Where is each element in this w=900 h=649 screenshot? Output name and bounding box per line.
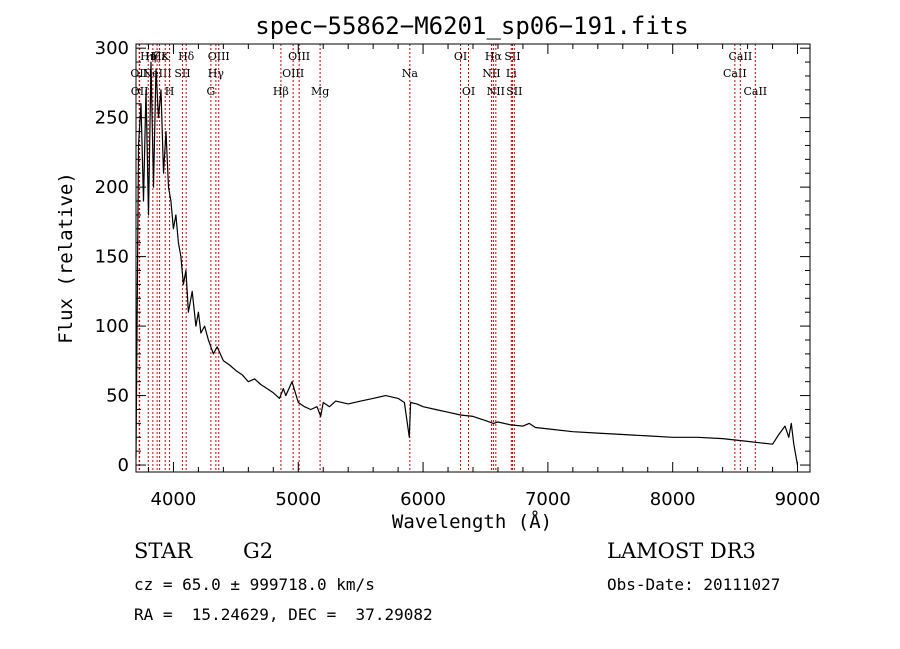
line-marker-label: OIII xyxy=(288,50,310,63)
x-tick-label: 5000 xyxy=(275,489,321,510)
emission-line-markers: OIIOIIHηHζNeIIIHεKHSIIHδGHγOIIIHβOIIIOII… xyxy=(130,44,767,472)
survey-name: LAMOST DR3 xyxy=(607,539,756,563)
y-axis-label: Flux (relative) xyxy=(55,172,77,344)
object-class: STAR xyxy=(134,539,193,563)
y-tick-label: 50 xyxy=(106,386,129,407)
x-tick-label: 7000 xyxy=(525,489,571,510)
y-tick-label: 100 xyxy=(95,316,129,337)
axis-ticks: 4000 5000 6000 7000 8000 9000 0 50 100 150 200 250 3… xyxy=(95,38,821,510)
spectrum-line xyxy=(135,61,799,466)
x-tick-label: 8000 xyxy=(650,489,696,510)
coordinates: RA = 15.24629, DEC = 37.29082 xyxy=(134,605,433,624)
y-tick-label: 200 xyxy=(95,177,129,198)
line-marker-label: NII xyxy=(482,67,500,80)
line-marker-label: Li xyxy=(506,67,517,80)
y-tick-label: 0 xyxy=(118,455,129,476)
line-marker-label: SII xyxy=(174,67,190,80)
line-marker-label: OI xyxy=(454,50,467,63)
line-marker-label: Hα xyxy=(485,50,503,63)
line-marker-label: OIII xyxy=(208,50,230,63)
object-subclass: G2 xyxy=(243,539,274,563)
y-tick-label: 250 xyxy=(95,108,129,129)
line-marker-label: CaII xyxy=(743,85,767,98)
line-marker-label: OII xyxy=(131,85,149,98)
line-marker-label: NeIII xyxy=(143,67,172,80)
y-tick-label: 150 xyxy=(95,247,129,268)
spectrum-series xyxy=(135,61,799,466)
line-marker-label: SII xyxy=(504,50,520,63)
y-tick-label: 300 xyxy=(95,38,129,59)
line-marker-label: K xyxy=(161,50,170,63)
line-marker-label: NII xyxy=(487,85,505,98)
x-tick-label: 6000 xyxy=(400,489,446,510)
chart-title: spec−55862−M6201_sp06−191.fits xyxy=(255,12,688,40)
line-marker-label: CaII xyxy=(729,50,753,63)
line-marker-label: Mg xyxy=(311,85,329,98)
line-marker-label: Na xyxy=(402,67,419,80)
line-marker-label: Hδ xyxy=(178,50,195,63)
plot-frame xyxy=(135,43,811,473)
redshift-readout: cz = 65.0 ± 999718.0 km/s xyxy=(134,575,375,594)
line-marker-label: CaII xyxy=(723,67,747,80)
observation-date: Obs-Date: 20111027 xyxy=(607,575,781,594)
line-marker-label: Hβ xyxy=(273,85,289,98)
line-marker-label: OIII xyxy=(282,67,304,80)
line-marker-label: Hη xyxy=(140,50,156,63)
x-axis-label: Wavelength (Å) xyxy=(392,510,552,533)
line-marker-label: SII xyxy=(506,85,522,98)
line-marker-label: G xyxy=(206,85,215,98)
x-tick-label: 4000 xyxy=(151,489,197,510)
line-marker-label: OI xyxy=(462,85,475,98)
x-tick-label: 9000 xyxy=(775,489,821,510)
line-marker-label: H xyxy=(165,85,175,98)
line-marker-label: Hγ xyxy=(208,67,225,80)
line-marker-label: Hε xyxy=(152,50,168,63)
